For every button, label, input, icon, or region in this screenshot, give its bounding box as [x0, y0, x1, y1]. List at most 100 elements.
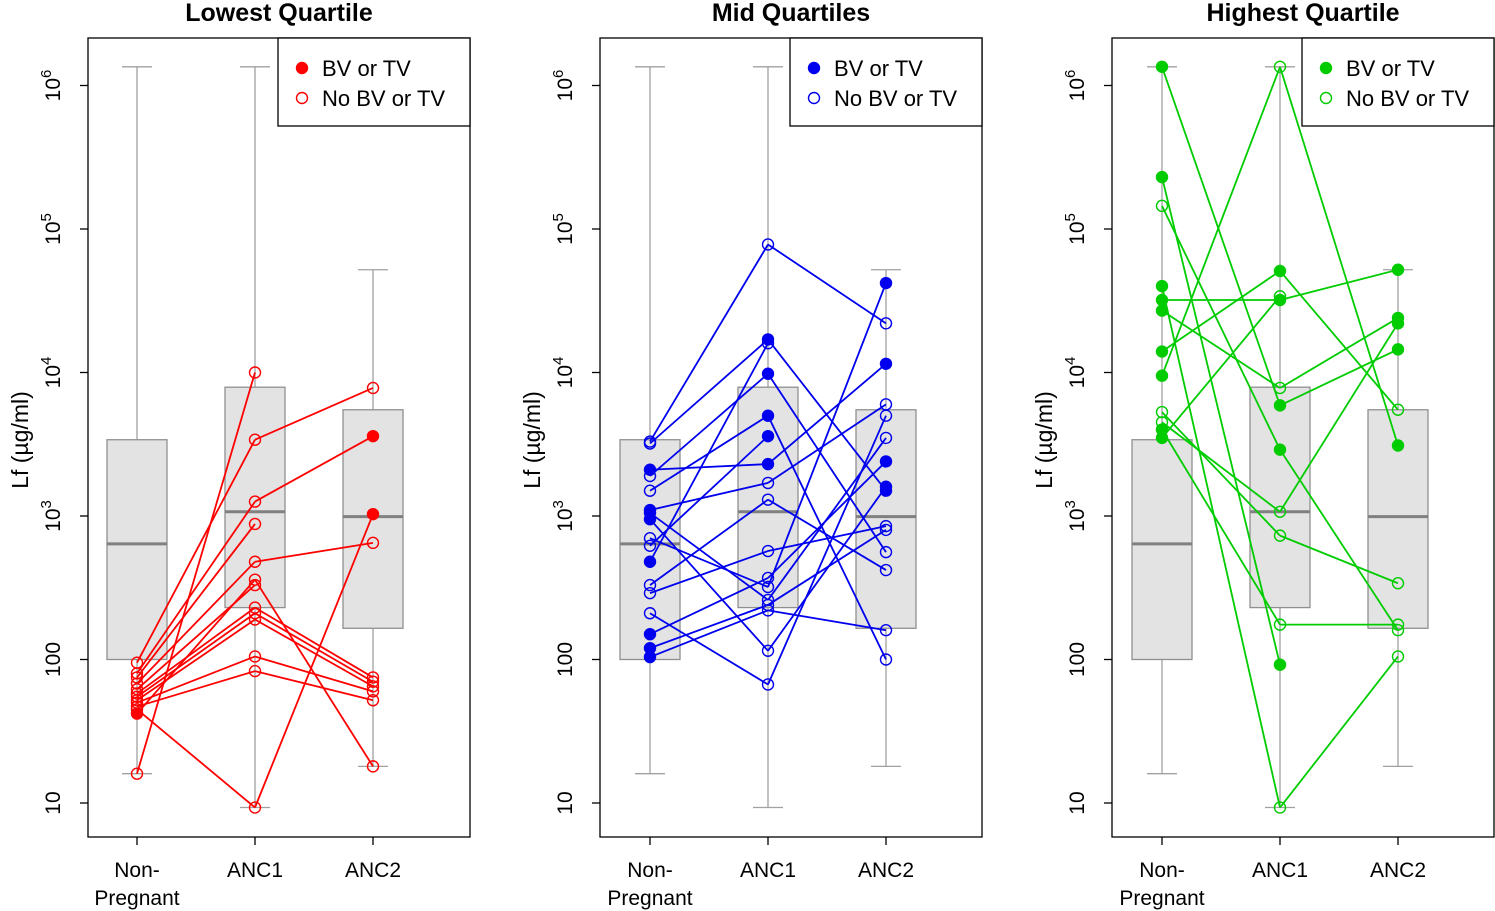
point-no-bv-tv	[366, 381, 380, 395]
y-tick-label: 10	[1066, 791, 1089, 814]
paired-line	[1161, 66, 1281, 377]
point-no-bv-tv	[248, 601, 262, 614]
y-axis: 10 100 103 104 105 106	[550, 70, 600, 815]
paired-line	[1161, 411, 1281, 537]
y-tick-label: 103	[550, 500, 577, 532]
legend: BV or TV No BV or TV	[789, 37, 983, 127]
point-no-bv-tv	[1155, 199, 1169, 213]
point-bv-tv	[879, 480, 893, 493]
y-tick-label: 100	[1066, 642, 1089, 677]
point-no-bv-tv	[248, 433, 262, 446]
x-tick-label: Non-	[627, 859, 673, 882]
legend-marker-filled	[807, 61, 821, 75]
point-no-bv-tv	[366, 536, 380, 550]
legend-marker-filled	[295, 61, 309, 75]
y-axis: 10 100 103 104 105 106	[1062, 70, 1112, 815]
legend: BV or TV No BV or TV	[277, 37, 471, 127]
paired-line	[767, 609, 887, 632]
paired-line	[254, 387, 374, 441]
point-no-bv-tv	[643, 578, 657, 592]
point-no-bv-tv	[248, 664, 262, 678]
point-no-bv-tv	[1273, 801, 1287, 814]
paired-line	[649, 537, 769, 588]
point-no-bv-tv	[248, 517, 262, 531]
data-points	[1155, 60, 1405, 814]
point-no-bv-tv	[761, 476, 775, 490]
point-no-bv-tv	[248, 573, 262, 586]
y-tick-label: 100	[554, 642, 577, 677]
point-no-bv-tv	[1273, 60, 1287, 73]
point-no-bv-tv	[761, 580, 775, 594]
point-no-bv-tv	[643, 532, 657, 545]
y-axis: 10 100 103 104 105 106	[38, 70, 88, 815]
legend-box	[277, 37, 471, 127]
y-tick-label: 10	[42, 791, 65, 814]
paired-line	[767, 243, 887, 325]
x-tick-label: Pregnant	[607, 887, 692, 910]
point-bv-tv	[643, 650, 657, 664]
boxplot-1	[106, 66, 168, 775]
point-bv-tv	[761, 333, 775, 346]
point-no-bv-tv	[366, 685, 380, 698]
paired-line	[1279, 534, 1399, 585]
point-bv-tv	[643, 512, 657, 526]
point-bv-tv	[1391, 317, 1405, 330]
x-axis: Non- Pregnant ANC1 ANC2	[94, 837, 401, 910]
y-tick-label: 103	[1062, 500, 1089, 532]
panel-2: Mid Quartiles 10 100 103 104 105 106 Lf (µg/ml)…	[519, 0, 983, 910]
point-no-bv-tv	[248, 578, 262, 592]
point-bv-tv	[1155, 170, 1169, 184]
point-no-bv-tv	[761, 544, 775, 558]
point-no-bv-tv	[248, 555, 262, 568]
point-no-bv-tv	[761, 678, 775, 691]
paired-line	[767, 363, 887, 465]
point-no-bv-tv	[130, 667, 144, 680]
x-tick-label: ANC1	[227, 859, 283, 882]
point-no-bv-tv	[130, 671, 144, 684]
point-bv-tv	[643, 628, 657, 641]
paired-line	[649, 338, 769, 445]
point-no-bv-tv	[879, 545, 893, 559]
paired-line	[649, 435, 769, 547]
x-tick-label: ANC2	[858, 859, 914, 882]
paired-line	[649, 609, 769, 658]
point-bv-tv	[366, 507, 380, 521]
point-no-bv-tv	[248, 801, 262, 814]
x-tick-label: ANC1	[1252, 859, 1308, 882]
point-bv-tv	[643, 555, 657, 568]
y-tick-label: 106	[1062, 70, 1089, 102]
point-bv-tv	[1391, 343, 1405, 356]
panel-title: Highest Quartile	[1206, 0, 1399, 27]
point-bv-tv	[879, 276, 893, 290]
y-axis-label: Lf (µg/ml)	[7, 391, 33, 489]
paired-line	[649, 550, 769, 594]
paired-line	[767, 415, 887, 685]
panel-3: Highest Quartile 10 100 103 104 105 106 Lf (µg/…	[1031, 0, 1495, 910]
point-no-bv-tv	[366, 671, 380, 684]
point-no-bv-tv	[248, 607, 262, 620]
panel-title: Lowest Quartile	[185, 0, 373, 27]
point-no-bv-tv	[879, 653, 893, 666]
point-bv-tv	[761, 409, 775, 422]
y-tick-label: 105	[38, 213, 65, 245]
paired-line	[136, 618, 256, 701]
point-no-bv-tv	[1273, 618, 1287, 631]
point-no-bv-tv	[879, 519, 893, 533]
point-bv-tv	[1155, 279, 1169, 293]
boxplot-2	[1249, 66, 1311, 809]
paired-line	[649, 498, 769, 586]
y-axis-label: Lf (µg/ml)	[1031, 391, 1057, 489]
paired-line	[649, 244, 769, 443]
point-bv-tv	[1273, 443, 1287, 456]
box-iqr	[1131, 439, 1193, 661]
point-bv-tv	[1273, 264, 1287, 278]
legend-label-no-bv-tv: No BV or TV	[1346, 86, 1469, 111]
paired-line	[254, 612, 374, 683]
point-bv-tv	[1155, 293, 1169, 307]
paired-line	[767, 525, 887, 552]
x-tick-label: Pregnant	[1119, 887, 1204, 910]
point-no-bv-tv	[1391, 650, 1405, 663]
box-iqr	[619, 439, 681, 661]
paired-line	[1279, 348, 1399, 407]
point-bv-tv	[1391, 263, 1405, 276]
